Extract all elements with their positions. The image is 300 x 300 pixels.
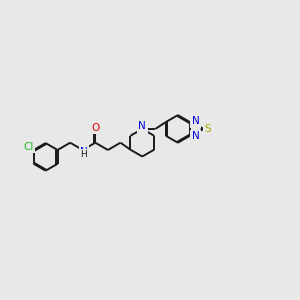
Text: S: S — [204, 124, 211, 134]
Text: H: H — [80, 150, 87, 159]
Text: N: N — [192, 116, 200, 126]
Text: N: N — [138, 121, 146, 131]
Text: N: N — [192, 131, 200, 142]
Text: Cl: Cl — [23, 142, 34, 152]
Text: N: N — [80, 146, 88, 157]
Text: O: O — [91, 123, 99, 133]
